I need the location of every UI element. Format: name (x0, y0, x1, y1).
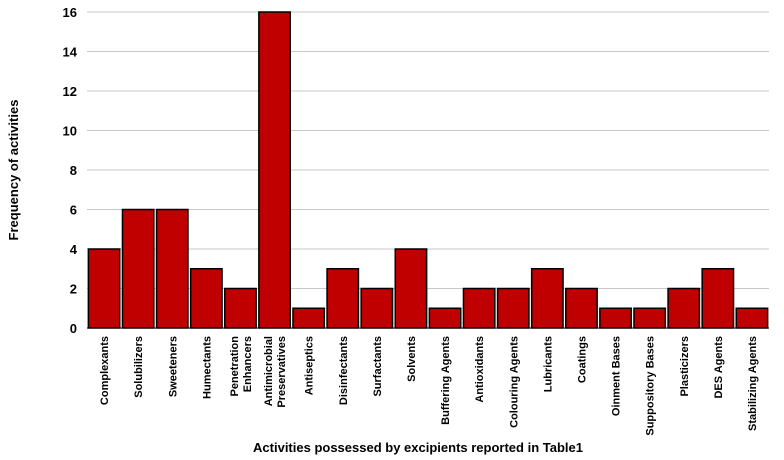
x-axis-title: Activities possessed by excipients repor… (253, 440, 583, 455)
y-tick-label: 12 (63, 84, 77, 99)
x-tick-label: Disinfectants (338, 336, 350, 405)
x-tick-label: Antioxidants (474, 336, 486, 403)
bar (599, 307, 632, 329)
bar (633, 307, 667, 329)
x-tick-label: Buffering Agents (440, 336, 452, 425)
bar (667, 287, 701, 329)
x-tick-label: Stabilizing Agents (747, 336, 759, 431)
x-tick-label: Humectants (201, 336, 213, 399)
bar (292, 307, 326, 329)
bar (428, 307, 462, 329)
x-tick-label: AntimicrobialPreservatives (263, 336, 288, 408)
x-tick-label: Coatings (576, 336, 588, 383)
y-tick-label: 4 (70, 242, 78, 257)
bars (87, 11, 769, 329)
y-tick-label: 8 (70, 163, 77, 178)
bar (530, 268, 564, 329)
bar (155, 208, 189, 329)
bar (496, 287, 530, 329)
bar (701, 268, 735, 329)
y-tick-label: 0 (70, 321, 77, 336)
bar (326, 268, 360, 329)
bar (394, 248, 428, 329)
bar (565, 287, 598, 329)
bar (360, 287, 394, 329)
y-axis-title: Frequency of activities (6, 100, 21, 241)
x-tick-label: Suppository Bases (645, 336, 657, 436)
bar (224, 287, 257, 329)
y-tick-label: 10 (63, 124, 77, 139)
x-tick-label: Solvents (406, 336, 418, 382)
x-tick-label: Surfactants (372, 336, 384, 397)
y-tick-label: 16 (63, 5, 77, 20)
x-tick-label: Plasticizers (679, 336, 691, 397)
bar (735, 307, 769, 329)
x-tick-label: Oinment Bases (611, 336, 623, 416)
bar (462, 287, 496, 329)
y-axis-ticks: 0 2 4 6 8 10 12 14 16 (63, 5, 78, 336)
x-tick-label: Sweeteners (167, 336, 179, 397)
x-tick-label: Solubilizers (133, 336, 145, 398)
x-tick-label: Antiseptics (304, 336, 316, 395)
x-axis-category-labels: Complexants Solubilizers Sweeteners Humecta… (99, 336, 759, 436)
x-tick-label: Colouring Agents (508, 336, 520, 428)
x-tick-label: Lubricants (542, 336, 554, 392)
gridlines (87, 11, 769, 289)
y-tick-label: 14 (63, 45, 78, 60)
y-tick-label: 6 (70, 203, 77, 218)
x-tick-label: Complexants (99, 336, 111, 405)
x-tick-label: PenetrationEnhancers (229, 336, 254, 397)
x-tick-label: DES Agents (713, 336, 725, 399)
bar (189, 268, 223, 329)
y-tick-label: 2 (70, 282, 77, 297)
bar (258, 11, 291, 329)
bar (121, 208, 155, 329)
bar (87, 248, 121, 329)
